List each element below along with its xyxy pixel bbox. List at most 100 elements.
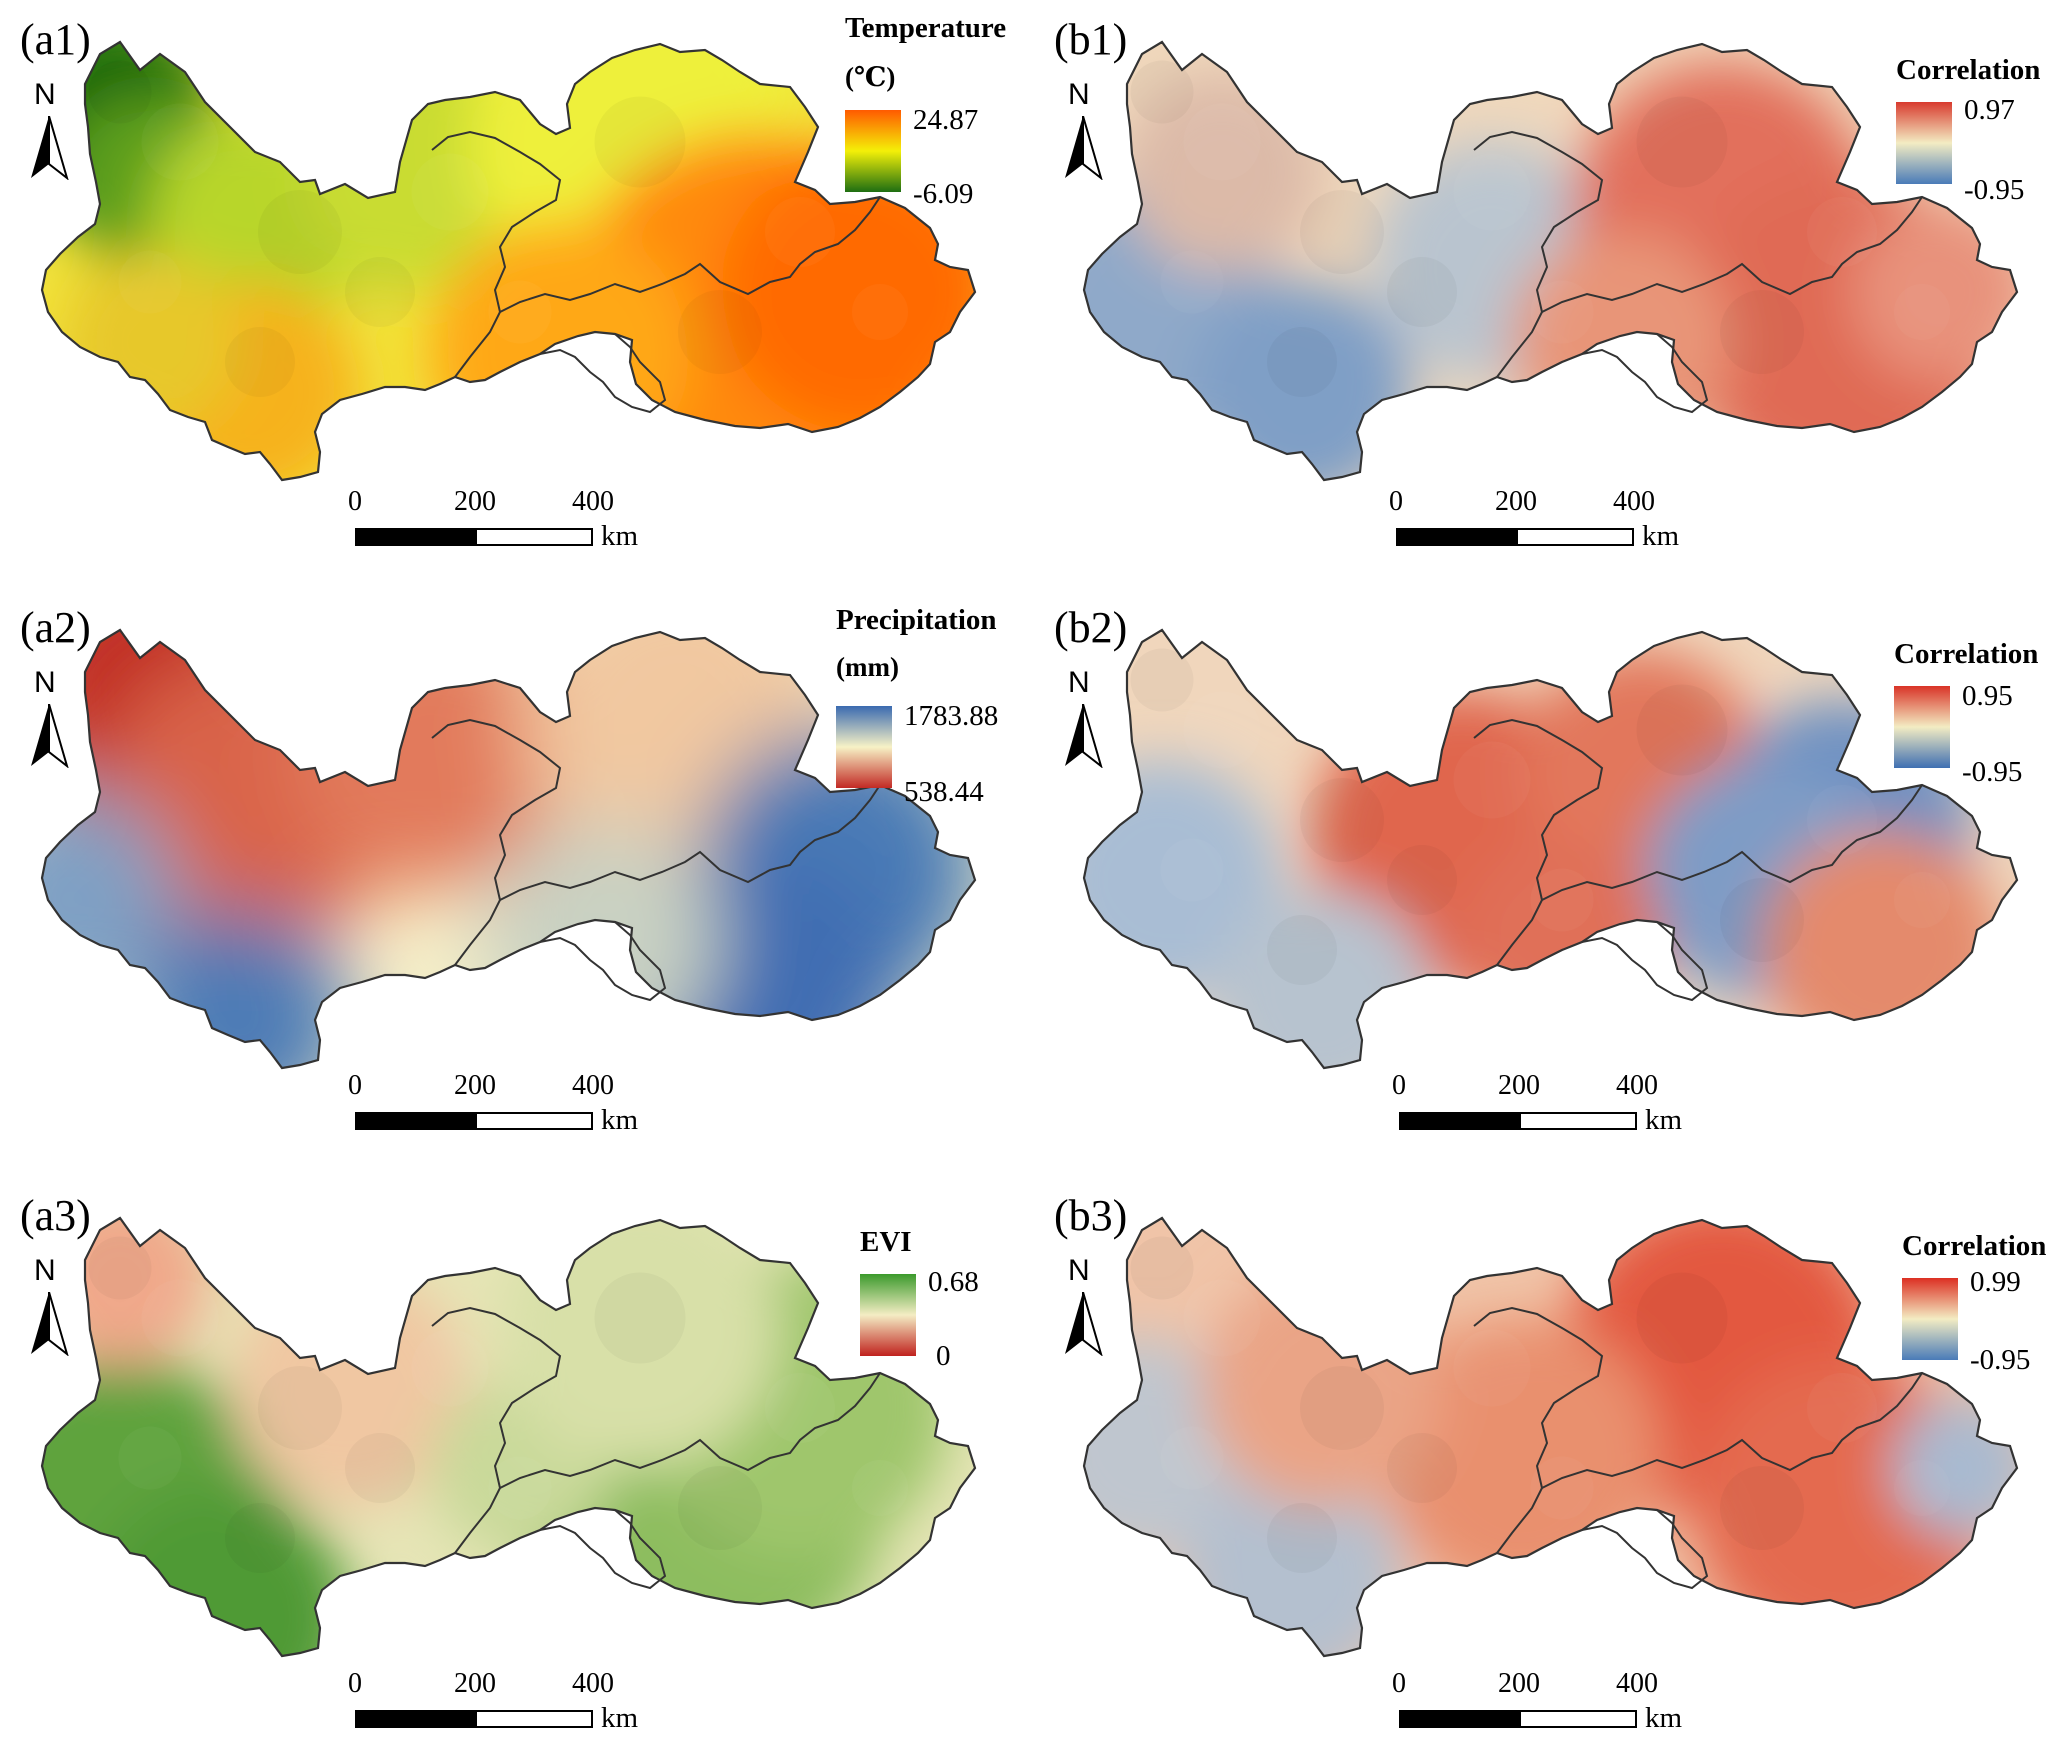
scale-unit: km <box>601 520 639 552</box>
north-label: N <box>1068 1254 1090 1287</box>
scale-tick: 0 <box>348 1668 362 1699</box>
terrain-texture <box>1637 685 1728 776</box>
panel-b3: (b3) N Correlation 0.99 -0.95 0 200 400 … <box>1034 1176 2068 1758</box>
legend-title: Precipitation <box>836 604 997 636</box>
scale-bar-white-segment <box>475 1112 593 1130</box>
province-boundary <box>1541 196 1923 313</box>
terrain-texture <box>1720 878 1804 962</box>
province-boundary <box>499 784 881 901</box>
terrain-texture <box>142 104 219 181</box>
panel-b2: (b2) N Correlation 0.95 -0.95 0 200 400 … <box>1034 588 2068 1170</box>
terrain-texture <box>89 61 152 124</box>
terrain-texture <box>595 1273 686 1364</box>
legend-max-value: 1783.88 <box>904 700 999 732</box>
region-outline <box>40 40 977 482</box>
terrain-texture <box>1720 1466 1804 1550</box>
region-outline <box>1082 628 2019 1070</box>
legend-title: Temperature <box>845 12 1007 44</box>
terrain-texture <box>1454 742 1531 819</box>
province-boundary <box>431 1306 562 1554</box>
north-arrow: N <box>26 1256 76 1376</box>
panel-label: (a2) <box>20 603 91 652</box>
region-outline <box>1082 1216 2019 1658</box>
scale-bar-black-segment <box>355 1710 475 1728</box>
legend-max-value: 0.97 <box>1964 94 2015 126</box>
terrain-texture <box>1807 197 1877 267</box>
scale-bar-white-segment <box>1519 1710 1637 1728</box>
north-arrow: N <box>26 668 76 788</box>
terrain-texture <box>678 1466 762 1550</box>
legend-min-value: -6.09 <box>913 178 974 210</box>
legend-min-value: -0.95 <box>1962 756 2023 788</box>
region-outline <box>40 1216 977 1658</box>
region-map <box>40 1216 977 1658</box>
legend-color-bar <box>1896 102 1952 184</box>
province-boundary <box>539 921 667 1002</box>
value-zone <box>90 1488 350 1656</box>
map-b3 <box>1082 1216 2019 1658</box>
province-boundary <box>1473 1306 1604 1554</box>
north-arrow: N <box>1060 1256 1110 1376</box>
terrain-texture <box>1161 1427 1224 1490</box>
legend-max-value: 24.87 <box>913 104 979 136</box>
province-boundary <box>1541 784 1923 901</box>
panel-label: (b2) <box>1054 603 1128 652</box>
north-label: N <box>1068 666 1090 699</box>
north-arrow-icon <box>31 704 69 768</box>
terrain-texture <box>1531 1457 1594 1520</box>
province-boundary <box>1473 130 1604 378</box>
terrain-texture <box>345 1433 415 1503</box>
value-zone <box>430 222 690 480</box>
panel-a2: (a2) N Precipitation (mm) 1783.88 538.44… <box>0 588 1034 1170</box>
north-arrow: N <box>26 80 76 200</box>
terrain-texture <box>1637 1273 1728 1364</box>
value-zone <box>1762 830 2002 1068</box>
scale-unit: km <box>1642 520 1680 552</box>
scale-tick: 400 <box>1616 1070 1658 1101</box>
value-zone <box>1512 232 1732 452</box>
terrain-texture <box>1720 290 1804 374</box>
terrain-texture <box>258 1366 342 1450</box>
panel-a3: (a3) N EVI 0.68 0 0 200 400 km <box>0 1176 1034 1758</box>
scale-tick: 400 <box>572 486 614 517</box>
north-label: N <box>34 1254 56 1287</box>
scale-bar-black-segment <box>1396 528 1516 546</box>
scale-tick: 0 <box>1389 486 1403 517</box>
terrain-texture <box>1894 1460 1950 1516</box>
terrain-texture <box>89 1237 152 1300</box>
map-b1 <box>1082 40 2019 482</box>
north-arrow-icon <box>31 116 69 180</box>
legend-max-value: 0.99 <box>1970 1266 2021 1298</box>
scale-tick: 0 <box>348 1070 362 1101</box>
panel-a1: (a1) N Temperature (℃) 24.87 -6.09 0 200… <box>0 0 1034 582</box>
scale-tick: 200 <box>1498 1070 1540 1101</box>
scale-unit: km <box>601 1702 639 1734</box>
scale-tick: 200 <box>454 1070 496 1101</box>
terrain-texture <box>258 190 342 274</box>
north-arrow-icon <box>1065 1292 1103 1356</box>
terrain-texture <box>1807 785 1877 855</box>
terrain-texture <box>1267 1503 1337 1573</box>
scale-tick: 400 <box>1613 486 1655 517</box>
scale-unit: km <box>1645 1702 1683 1734</box>
legend-min-value: 0 <box>936 1340 951 1372</box>
legend-max-value: 0.68 <box>928 1266 979 1298</box>
terrain-texture <box>1300 1366 1384 1450</box>
scale-tick: 400 <box>572 1668 614 1699</box>
scale-bar-white-segment <box>475 1710 593 1728</box>
north-arrow-icon <box>31 1292 69 1356</box>
region-map <box>40 628 977 1070</box>
map-a3 <box>40 1216 977 1658</box>
map-a2 <box>40 628 977 1070</box>
scale-unit: km <box>601 1104 639 1136</box>
terrain-texture <box>765 197 835 267</box>
scale-bar-white-segment <box>1516 528 1634 546</box>
scale-bar: 0 200 400 km <box>1389 488 1679 552</box>
terrain-texture <box>225 327 295 397</box>
legend-unit: (mm) <box>836 652 899 682</box>
terrain-texture <box>489 281 552 344</box>
terrain-texture <box>1454 1330 1531 1407</box>
terrain-texture <box>1161 251 1224 314</box>
terrain-texture <box>1161 839 1224 902</box>
terrain-texture <box>1807 1373 1877 1443</box>
